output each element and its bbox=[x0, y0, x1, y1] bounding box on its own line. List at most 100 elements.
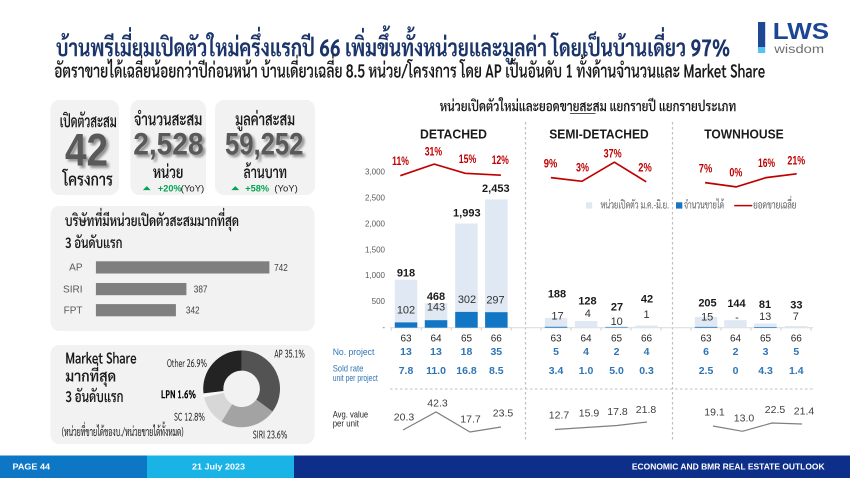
svg-text:15%: 15% bbox=[459, 154, 477, 166]
svg-text:42: 42 bbox=[68, 127, 111, 178]
svg-text:66: 66 bbox=[491, 333, 503, 344]
svg-text:3.4: 3.4 bbox=[549, 365, 564, 377]
svg-text:17.8: 17.8 bbox=[607, 406, 628, 418]
svg-text:42.3: 42.3 bbox=[427, 398, 448, 410]
svg-text:15.9: 15.9 bbox=[579, 407, 600, 419]
svg-text:59,252: 59,252 bbox=[225, 127, 304, 162]
svg-text:SIRI: SIRI bbox=[63, 284, 82, 295]
svg-text:35: 35 bbox=[490, 346, 502, 358]
svg-text:2%: 2% bbox=[638, 163, 652, 175]
svg-text:128: 128 bbox=[578, 295, 596, 307]
svg-text:wisdom: wisdom bbox=[773, 44, 824, 56]
svg-text:12%: 12% bbox=[492, 155, 509, 167]
svg-text:+58%: +58% bbox=[245, 183, 269, 193]
svg-text:7: 7 bbox=[793, 311, 799, 323]
svg-text:17: 17 bbox=[551, 311, 563, 323]
svg-text:21.8: 21.8 bbox=[636, 404, 657, 416]
svg-text:11%: 11% bbox=[392, 156, 409, 168]
svg-text:21.4: 21.4 bbox=[794, 405, 815, 417]
svg-text:302: 302 bbox=[458, 294, 476, 306]
svg-text:ECONOMIC AND BMR REAL ESTATE O: ECONOMIC AND BMR REAL ESTATE OUTLOOK bbox=[632, 461, 826, 471]
svg-text:3,000: 3,000 bbox=[365, 168, 386, 177]
svg-text:3%: 3% bbox=[576, 162, 589, 174]
svg-text:65: 65 bbox=[760, 333, 772, 344]
svg-text:0%: 0% bbox=[729, 167, 742, 179]
svg-text:66: 66 bbox=[641, 333, 653, 344]
svg-text:21%: 21% bbox=[787, 156, 805, 168]
svg-text:63: 63 bbox=[700, 333, 712, 344]
svg-text:5: 5 bbox=[553, 346, 559, 358]
svg-text:PAGE 44: PAGE 44 bbox=[13, 463, 51, 472]
svg-text:2,528: 2,528 bbox=[133, 127, 203, 162]
svg-text:64: 64 bbox=[430, 333, 442, 344]
svg-text:4: 4 bbox=[644, 346, 650, 358]
svg-text:297: 297 bbox=[486, 294, 504, 306]
svg-text:42: 42 bbox=[641, 293, 653, 305]
svg-text:3: 3 bbox=[763, 346, 769, 358]
svg-text:1,000: 1,000 bbox=[365, 271, 386, 280]
svg-text:342: 342 bbox=[186, 306, 200, 317]
svg-text:-: - bbox=[382, 323, 385, 332]
svg-text:64: 64 bbox=[730, 333, 742, 344]
svg-text:64: 64 bbox=[580, 333, 592, 344]
svg-text:4: 4 bbox=[585, 308, 591, 320]
svg-text:Sold rate: Sold rate bbox=[333, 364, 364, 374]
svg-text:2,000: 2,000 bbox=[365, 219, 386, 228]
svg-text:742: 742 bbox=[274, 263, 288, 274]
svg-text:2: 2 bbox=[614, 346, 620, 358]
svg-text:16%: 16% bbox=[758, 158, 775, 170]
svg-text:-: - bbox=[735, 312, 739, 324]
svg-text:27: 27 bbox=[611, 302, 623, 314]
svg-text:65: 65 bbox=[461, 333, 473, 344]
svg-text:0.3: 0.3 bbox=[639, 365, 654, 377]
svg-text:DETACHED: DETACHED bbox=[420, 126, 487, 141]
svg-text:13.0: 13.0 bbox=[734, 413, 755, 425]
svg-text:2.5: 2.5 bbox=[699, 365, 714, 377]
svg-text:7.8: 7.8 bbox=[399, 365, 414, 377]
svg-text:2: 2 bbox=[733, 346, 739, 358]
svg-text:18: 18 bbox=[461, 346, 473, 358]
svg-text:0: 0 bbox=[733, 365, 739, 377]
svg-text:5: 5 bbox=[793, 346, 799, 358]
svg-text:63: 63 bbox=[400, 333, 412, 344]
svg-text:Avg. value: Avg. value bbox=[333, 409, 369, 419]
svg-text:2,528: 2,528 bbox=[136, 129, 206, 164]
svg-text:13: 13 bbox=[400, 346, 412, 358]
svg-text:387: 387 bbox=[194, 285, 208, 296]
svg-text:4: 4 bbox=[583, 346, 589, 358]
svg-text:15: 15 bbox=[701, 311, 713, 323]
svg-text:33: 33 bbox=[790, 299, 802, 311]
svg-text:65: 65 bbox=[611, 333, 623, 344]
svg-text:16.8: 16.8 bbox=[456, 365, 477, 377]
svg-text:500: 500 bbox=[372, 297, 386, 306]
svg-text:13: 13 bbox=[430, 346, 442, 358]
svg-text:(YoY): (YoY) bbox=[181, 183, 204, 194]
svg-text:143: 143 bbox=[427, 302, 445, 314]
svg-text:19.1: 19.1 bbox=[704, 406, 725, 418]
svg-text:1: 1 bbox=[644, 309, 650, 321]
svg-text:11.0: 11.0 bbox=[426, 365, 446, 377]
svg-text:LWS: LWS bbox=[773, 18, 829, 44]
svg-text:7%: 7% bbox=[699, 164, 713, 176]
svg-text:144: 144 bbox=[727, 298, 746, 310]
svg-text:13: 13 bbox=[759, 311, 771, 323]
svg-text:8.5: 8.5 bbox=[489, 365, 504, 377]
svg-text:TOWNHOUSE: TOWNHOUSE bbox=[704, 126, 784, 141]
svg-text:42: 42 bbox=[65, 124, 108, 175]
svg-text:102: 102 bbox=[397, 304, 415, 316]
svg-text:188: 188 bbox=[548, 289, 566, 301]
svg-text:81: 81 bbox=[759, 299, 771, 311]
svg-text:2,500: 2,500 bbox=[365, 194, 386, 203]
svg-text:6: 6 bbox=[703, 346, 709, 358]
svg-text:22.5: 22.5 bbox=[765, 404, 786, 416]
svg-text:1.4: 1.4 bbox=[789, 365, 804, 377]
svg-text:17.7: 17.7 bbox=[460, 413, 481, 425]
svg-text:20.3: 20.3 bbox=[394, 412, 415, 424]
svg-text:1,993: 1,993 bbox=[453, 208, 481, 220]
svg-text:918: 918 bbox=[397, 267, 415, 279]
svg-text:+20%: +20% bbox=[158, 183, 182, 193]
svg-text:23.5: 23.5 bbox=[493, 408, 514, 420]
svg-text:66: 66 bbox=[791, 333, 803, 344]
svg-text:SEMI-DETACHED: SEMI-DETACHED bbox=[549, 126, 649, 141]
svg-text:1,500: 1,500 bbox=[365, 245, 386, 254]
